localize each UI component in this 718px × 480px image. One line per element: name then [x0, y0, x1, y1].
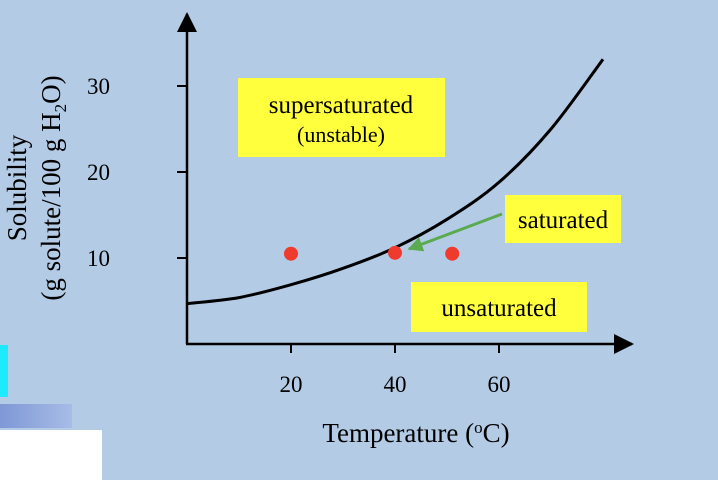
x-axis-label: Temperature (oC) — [322, 418, 509, 448]
decorative-blue-bar — [0, 404, 72, 428]
x-tick-label: 20 — [280, 372, 303, 397]
y-tick-label: 20 — [87, 160, 110, 185]
saturated-label: saturated — [518, 207, 609, 234]
data-point-1 — [284, 246, 298, 261]
saturated-arrow — [407, 212, 503, 252]
y-tick-label: 30 — [87, 74, 110, 99]
data-point-2 — [388, 245, 402, 260]
y-axis-label-line2: (g solute/100 g H2O) — [36, 75, 70, 300]
y-tick-label: 10 — [87, 246, 110, 271]
unstable-label: (unstable) — [297, 122, 385, 147]
data-point-3 — [445, 246, 460, 261]
x-tick-label: 60 — [488, 372, 511, 397]
x-tick-label: 40 — [384, 372, 407, 397]
data-points — [284, 245, 460, 261]
supersaturated-label: supersaturated — [269, 92, 414, 119]
unsaturated-label-box — [411, 282, 587, 332]
axis-ticks: 20 40 60 10 20 30 — [87, 74, 511, 397]
saturated-label-box — [505, 195, 621, 243]
decorative-cyan-bar — [0, 345, 8, 397]
unsaturated-label: unsaturated — [441, 295, 557, 322]
solubility-curve — [186, 58, 605, 306]
y-axis-label-line1: Solubility — [2, 134, 32, 241]
supersaturated-label-box — [238, 78, 445, 157]
decorative-white-panel — [0, 430, 102, 480]
